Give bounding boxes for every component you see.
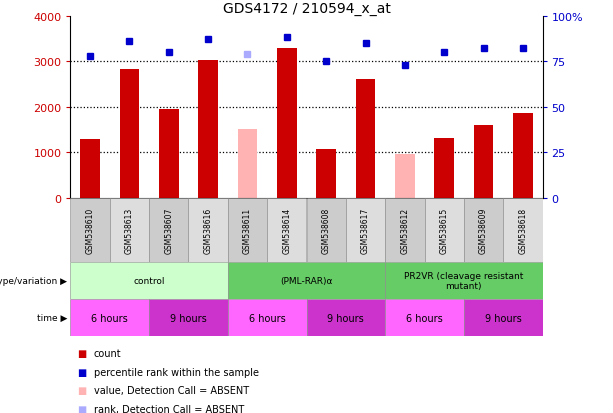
Text: ■: ■ <box>77 404 86 413</box>
Text: percentile rank within the sample: percentile rank within the sample <box>94 367 259 377</box>
Bar <box>464 198 503 262</box>
Text: GSM538612: GSM538612 <box>400 207 409 253</box>
Bar <box>424 198 464 262</box>
Text: PR2VR (cleavage resistant
mutant): PR2VR (cleavage resistant mutant) <box>404 271 524 290</box>
Bar <box>228 299 306 337</box>
Bar <box>277 49 297 198</box>
Bar <box>70 262 228 299</box>
Text: 9 hours: 9 hours <box>327 313 364 323</box>
Text: GSM538607: GSM538607 <box>164 207 173 254</box>
Text: (PML-RAR)α: (PML-RAR)α <box>280 276 333 285</box>
Text: GSM538617: GSM538617 <box>361 207 370 253</box>
Bar <box>189 198 228 262</box>
Bar <box>395 155 414 198</box>
Text: count: count <box>94 348 121 358</box>
Text: 6 hours: 6 hours <box>249 313 286 323</box>
Text: control: control <box>134 276 165 285</box>
Text: GSM538611: GSM538611 <box>243 207 252 253</box>
Bar <box>267 198 306 262</box>
Bar <box>159 109 178 198</box>
Text: 9 hours: 9 hours <box>170 313 207 323</box>
Bar <box>464 299 543 337</box>
Text: GSM538613: GSM538613 <box>125 207 134 253</box>
Text: GSM538608: GSM538608 <box>322 207 330 253</box>
Text: time ▶: time ▶ <box>37 313 67 323</box>
Bar <box>149 299 228 337</box>
Text: GSM538610: GSM538610 <box>86 207 94 253</box>
Text: GSM538616: GSM538616 <box>204 207 213 253</box>
Text: ■: ■ <box>77 385 86 395</box>
Bar <box>356 80 375 198</box>
Text: genotype/variation ▶: genotype/variation ▶ <box>0 276 67 285</box>
Text: GSM538618: GSM538618 <box>519 207 527 253</box>
Bar <box>199 61 218 198</box>
Bar <box>474 126 493 198</box>
Bar <box>316 149 336 198</box>
Text: 6 hours: 6 hours <box>406 313 443 323</box>
Bar <box>385 198 424 262</box>
Title: GDS4172 / 210594_x_at: GDS4172 / 210594_x_at <box>223 2 390 16</box>
Bar <box>149 198 189 262</box>
Bar <box>228 262 385 299</box>
Bar <box>70 299 149 337</box>
Bar <box>435 138 454 198</box>
Bar <box>110 198 149 262</box>
Bar <box>228 198 267 262</box>
Text: ■: ■ <box>77 367 86 377</box>
Bar <box>120 70 139 198</box>
Text: 6 hours: 6 hours <box>91 313 128 323</box>
Text: GSM538615: GSM538615 <box>440 207 449 253</box>
Bar <box>70 198 110 262</box>
Bar <box>513 113 533 198</box>
Text: rank, Detection Call = ABSENT: rank, Detection Call = ABSENT <box>94 404 244 413</box>
Text: GSM538614: GSM538614 <box>283 207 291 253</box>
Bar <box>238 130 257 198</box>
Text: GSM538609: GSM538609 <box>479 207 488 254</box>
Bar <box>503 198 543 262</box>
Bar <box>306 299 385 337</box>
Text: value, Detection Call = ABSENT: value, Detection Call = ABSENT <box>94 385 249 395</box>
Text: ■: ■ <box>77 348 86 358</box>
Bar <box>346 198 385 262</box>
Bar <box>306 198 346 262</box>
Bar <box>80 139 100 198</box>
Text: 9 hours: 9 hours <box>485 313 522 323</box>
Bar <box>385 299 464 337</box>
Bar <box>385 262 543 299</box>
